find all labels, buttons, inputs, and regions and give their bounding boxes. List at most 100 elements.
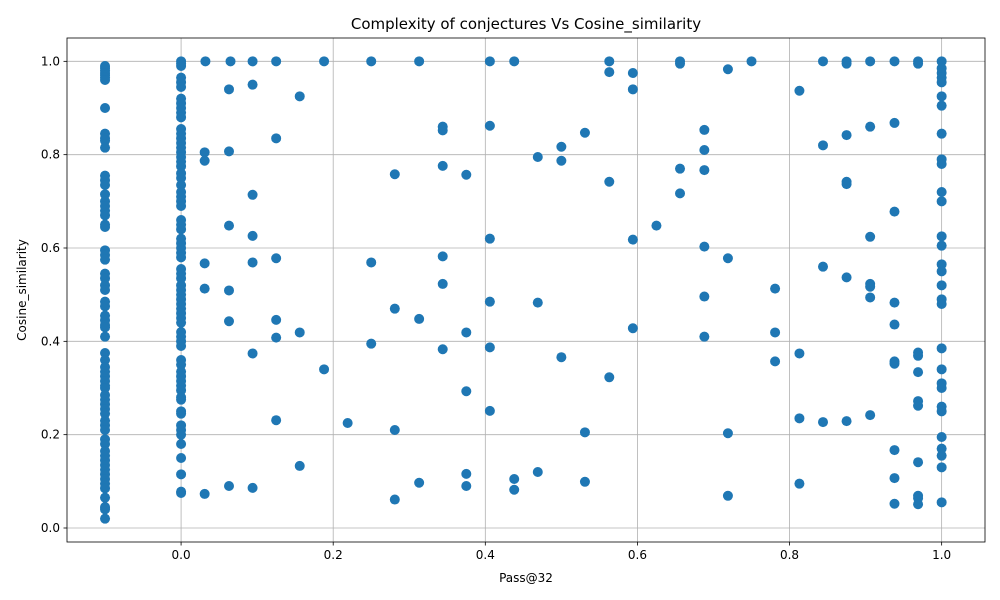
data-point xyxy=(100,210,111,221)
data-point xyxy=(865,281,876,292)
data-point xyxy=(889,56,900,67)
data-point xyxy=(936,299,947,309)
data-point xyxy=(100,331,111,342)
data-point xyxy=(841,179,852,190)
data-point xyxy=(484,233,495,244)
data-point xyxy=(818,261,828,272)
data-point xyxy=(794,85,805,96)
data-point xyxy=(604,56,615,67)
x-tick-label: 0.6 xyxy=(628,548,647,562)
data-point xyxy=(461,481,472,491)
data-point xyxy=(176,317,187,328)
data-point xyxy=(271,56,282,67)
data-point xyxy=(199,258,210,269)
data-point xyxy=(936,159,947,169)
data-point xyxy=(271,314,282,325)
y-tick-label: 0.4 xyxy=(41,334,60,348)
data-point xyxy=(913,400,924,411)
data-point xyxy=(936,240,947,251)
data-point xyxy=(319,56,330,67)
y-axis-title: Cosine_similarity xyxy=(15,239,29,341)
data-point xyxy=(627,323,638,334)
data-point xyxy=(770,283,781,294)
y-tick-label: 0.6 xyxy=(41,241,60,255)
data-point xyxy=(913,499,924,510)
data-point xyxy=(100,483,111,494)
data-point xyxy=(484,120,495,131)
data-point xyxy=(936,443,947,454)
data-point xyxy=(936,77,947,88)
data-point xyxy=(675,58,686,69)
data-point xyxy=(389,494,400,505)
data-point xyxy=(841,416,852,427)
data-point xyxy=(100,439,111,449)
data-point xyxy=(176,161,187,172)
data-point xyxy=(176,341,187,351)
data-point xyxy=(889,445,900,456)
data-point xyxy=(389,425,400,435)
data-point xyxy=(224,220,234,231)
data-point xyxy=(247,230,258,241)
data-point xyxy=(247,348,258,359)
data-point xyxy=(437,344,448,355)
data-point xyxy=(176,488,187,498)
data-point xyxy=(484,56,495,67)
data-point xyxy=(913,58,924,69)
data-point xyxy=(319,364,330,375)
data-point xyxy=(199,283,210,294)
data-point xyxy=(889,498,900,509)
data-point xyxy=(414,477,425,488)
data-point xyxy=(532,467,543,477)
data-point xyxy=(936,497,947,508)
data-point xyxy=(794,348,805,359)
data-point xyxy=(818,417,828,428)
data-point xyxy=(100,383,111,393)
data-point xyxy=(936,100,947,111)
data-point xyxy=(176,173,187,183)
data-point xyxy=(675,163,686,174)
data-point xyxy=(461,327,472,338)
data-point xyxy=(627,68,638,78)
data-point xyxy=(532,297,543,308)
data-point xyxy=(176,61,187,71)
data-point xyxy=(271,415,282,426)
data-point xyxy=(818,140,828,151)
data-point xyxy=(532,152,543,162)
data-point xyxy=(199,155,210,166)
data-point xyxy=(841,58,852,69)
data-point xyxy=(100,408,111,419)
data-point xyxy=(936,406,947,417)
data-point xyxy=(936,432,947,442)
data-point xyxy=(100,222,111,232)
x-tick-label: 1.0 xyxy=(932,548,951,562)
x-axis-title: Pass@32 xyxy=(499,571,553,585)
data-point xyxy=(509,484,520,495)
data-point xyxy=(936,343,947,354)
x-tick-label: 0.2 xyxy=(324,548,343,562)
plot-area xyxy=(66,37,986,543)
data-point xyxy=(100,75,111,85)
data-point xyxy=(604,176,615,187)
x-axis-ticks: 0.0 0.2 0.4 0.6 0.8 1.0 xyxy=(172,542,951,562)
data-point xyxy=(176,201,187,211)
data-point xyxy=(366,257,377,268)
data-point xyxy=(176,453,187,463)
y-axis-ticks: 0.0 0.2 0.4 0.6 0.8 1.0 xyxy=(41,54,67,535)
data-point xyxy=(176,180,187,190)
data-point xyxy=(389,303,400,314)
data-point xyxy=(176,82,187,92)
data-point xyxy=(247,257,258,268)
data-point xyxy=(936,450,947,461)
y-tick-label: 1.0 xyxy=(41,54,60,68)
data-point xyxy=(936,128,947,139)
data-point xyxy=(794,413,805,424)
data-point xyxy=(389,169,400,180)
data-point xyxy=(675,188,686,199)
data-point xyxy=(722,253,733,264)
data-point xyxy=(699,241,710,252)
data-point xyxy=(865,56,876,67)
data-point xyxy=(100,425,111,435)
data-point xyxy=(604,67,615,78)
chart-title: Complexity of conjectures Vs Cosine_simi… xyxy=(351,15,701,34)
data-point xyxy=(224,481,234,491)
